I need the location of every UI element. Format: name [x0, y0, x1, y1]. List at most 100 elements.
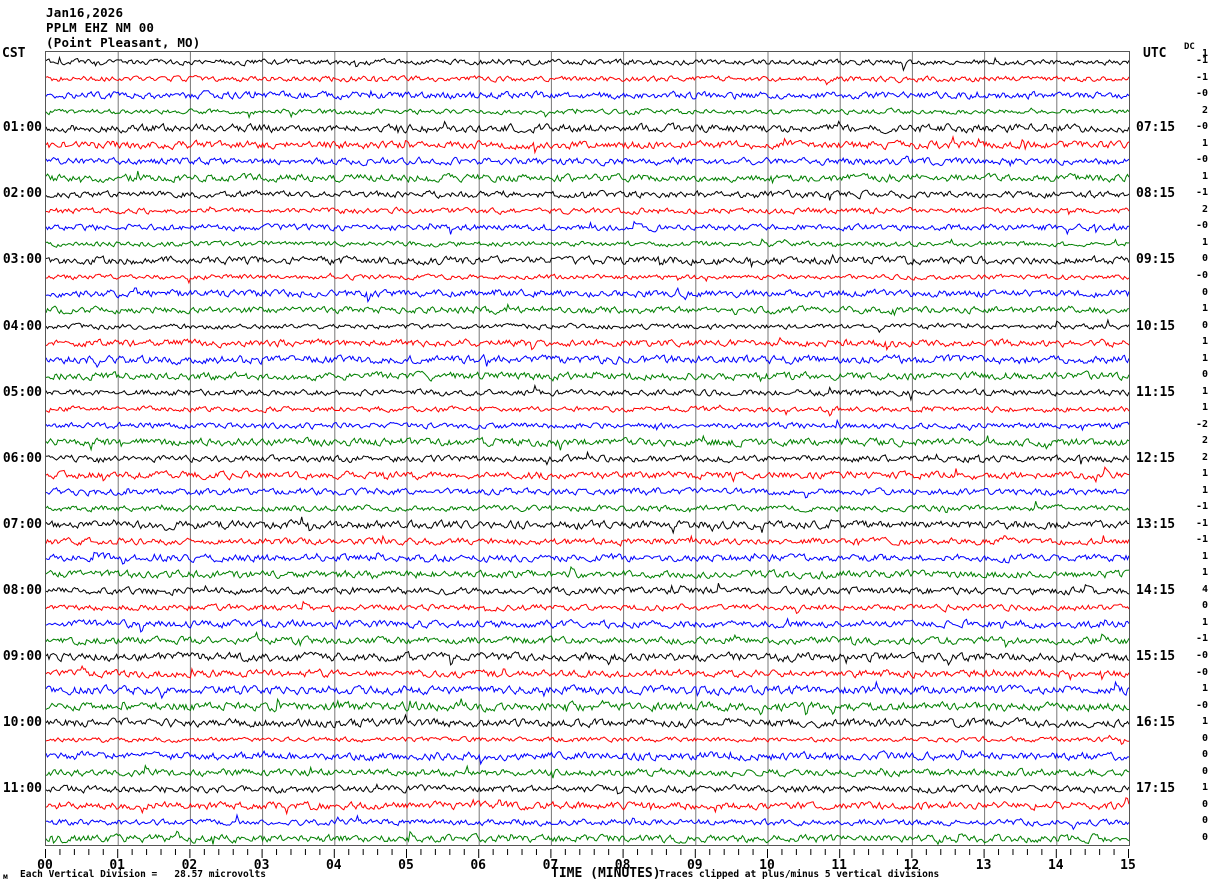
seismogram-trace: [46, 830, 1129, 845]
cst-time-label: 01:00: [2, 120, 42, 136]
dc-value: 1: [1201, 683, 1208, 695]
utc-time-label: 16:15: [1136, 715, 1176, 731]
dc-value: 1: [1201, 385, 1208, 397]
dc-value: 1: [1201, 782, 1208, 794]
seismogram-trace: [46, 650, 1129, 667]
dc-value: -0: [1195, 699, 1208, 711]
seismogram-trace: [46, 501, 1129, 514]
dc-value: 1: [1201, 402, 1208, 414]
x-axis-title: TIME (MINUTES): [551, 866, 661, 881]
utc-time-label: 08:15: [1136, 186, 1176, 202]
axis-label-dc: DC: [1184, 42, 1195, 52]
seismogram-trace: [46, 617, 1129, 633]
seismogram-trace: [46, 418, 1129, 432]
dc-value: 1: [1201, 303, 1208, 315]
dc-value: 0: [1201, 600, 1208, 612]
seismogram-trace: [46, 434, 1129, 452]
dc-value: 1: [1201, 716, 1208, 728]
dc-value: 2: [1201, 203, 1208, 215]
cst-time-label: 09:00: [2, 648, 42, 664]
cst-time-label: 03:00: [2, 252, 42, 268]
dc-value: 1: [1201, 352, 1208, 364]
dc-value: 0: [1201, 369, 1208, 381]
seismogram-trace: [46, 466, 1129, 484]
dc-value: 0: [1201, 749, 1208, 761]
seismogram-trace: [46, 404, 1129, 417]
dc-value: 1: [1201, 567, 1208, 579]
seismogram-trace: [46, 630, 1129, 649]
seismogram-trace: [46, 55, 1129, 72]
dc-value: -0: [1195, 666, 1208, 678]
dc-value: -1: [1195, 633, 1208, 645]
seismogram-trace: [46, 155, 1129, 168]
axis-label-cst: CST: [2, 46, 26, 61]
x-tick-label: 08: [614, 858, 631, 873]
cst-time-label: 07:00: [2, 516, 42, 532]
seismogram-trace: [46, 813, 1129, 831]
seismogram-trace: [46, 120, 1129, 135]
utc-time-label: 11:15: [1136, 384, 1176, 400]
dc-value: -0: [1195, 88, 1208, 100]
seismogram-trace: [46, 89, 1129, 101]
x-tick-label: 02: [181, 858, 198, 873]
x-tick-label: 01: [109, 858, 126, 873]
x-tick-label: 07: [542, 858, 559, 873]
x-tick-label: 05: [398, 858, 414, 873]
dc-value: 0: [1201, 815, 1208, 827]
seismogram-trace: [46, 797, 1129, 816]
seismogram-trace: [46, 170, 1129, 185]
dc-value: 4: [1201, 583, 1208, 595]
x-tick-label: 03: [253, 858, 270, 873]
dc-value: 1: [1201, 236, 1208, 248]
seismogram-trace: [46, 336, 1129, 352]
dc-value: 0: [1201, 798, 1208, 810]
dc-value: -0: [1195, 220, 1208, 232]
seismogram-trace: [46, 383, 1129, 402]
dc-value: -0: [1195, 121, 1208, 133]
dc-value: 0: [1201, 732, 1208, 744]
seismogram-trace: [46, 680, 1129, 700]
seismogram-plot[interactable]: [45, 51, 1130, 846]
seismogram-trace: [46, 318, 1129, 334]
x-tick-label: 12: [903, 858, 920, 873]
cst-time-label: 04:00: [2, 318, 42, 334]
dc-value: 1: [1201, 550, 1208, 562]
dc-value: -0: [1195, 154, 1208, 166]
utc-time-label: 10:15: [1136, 318, 1176, 334]
x-tick-label: 14: [1047, 858, 1064, 873]
cst-time-label: 06:00: [2, 450, 42, 466]
dc-value: -1: [1195, 55, 1208, 67]
seismogram-trace: [46, 353, 1129, 369]
seismogram-trace: [46, 486, 1129, 499]
x-tick-label: 04: [325, 858, 342, 873]
dc-value: -1: [1195, 501, 1208, 513]
dc-value: 1: [1201, 48, 1208, 59]
x-tick-label: 06: [470, 858, 487, 873]
dc-value: 1: [1201, 616, 1208, 628]
dc-value: 2: [1201, 451, 1208, 463]
seismogram-trace: [46, 534, 1129, 547]
dc-value: -1: [1195, 534, 1208, 546]
seismogram-trace: [46, 134, 1129, 155]
utc-time-label: 09:15: [1136, 252, 1176, 268]
seismogram-trace: [46, 764, 1129, 779]
seismogram-trace: [46, 600, 1129, 615]
seismogram-trace: [46, 220, 1129, 236]
utc-time-label: 14:15: [1136, 582, 1176, 598]
cst-time-label: 02:00: [2, 186, 42, 202]
dc-value: 0: [1201, 253, 1208, 265]
utc-time-label: 13:15: [1136, 516, 1176, 532]
dc-value: 2: [1201, 435, 1208, 447]
seismogram-trace: [46, 551, 1129, 565]
dc-value: -0: [1195, 649, 1208, 661]
cst-time-label: 11:00: [2, 781, 42, 797]
axis-label-utc: UTC: [1143, 46, 1167, 61]
cst-time-label: 10:00: [2, 715, 42, 731]
seismogram-trace: [46, 206, 1129, 216]
dc-value: 0: [1201, 286, 1208, 298]
x-tick-label: 00: [37, 858, 53, 873]
utc-time-label: 17:15: [1136, 781, 1176, 797]
footer-corner-glyph: м: [3, 872, 8, 881]
header-date: Jan16,2026: [46, 5, 124, 20]
seismogram-trace: [46, 734, 1129, 746]
